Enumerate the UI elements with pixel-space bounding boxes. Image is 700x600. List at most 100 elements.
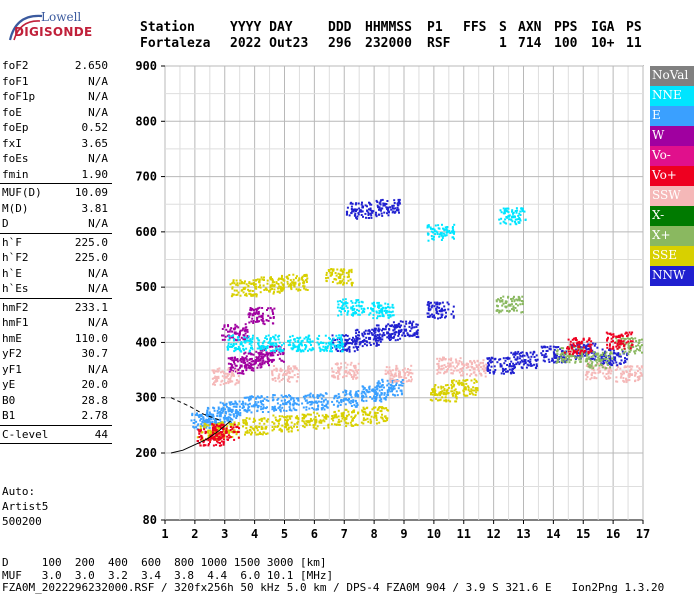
echo-point-sse [245, 420, 248, 423]
echo-point-x [515, 303, 518, 305]
echo-point-nnw [355, 216, 357, 219]
echo-point-x [572, 354, 575, 357]
echo-point-w [243, 329, 246, 332]
echo-point-e [202, 417, 205, 420]
echo-point-sse [266, 279, 269, 282]
echo-point-e [246, 410, 249, 413]
echo-point-sse [333, 414, 336, 417]
echo-point-vo [590, 350, 593, 353]
echo-point-nnw [398, 198, 401, 201]
echo-point-e [324, 392, 327, 395]
echo-point-nnw [381, 198, 384, 201]
echo-point-nnw [362, 340, 365, 343]
echo-point-nnw [347, 342, 350, 345]
echo-point-nnw [514, 352, 517, 355]
echo-point-w [241, 356, 244, 359]
echo-point-ssw [481, 368, 484, 370]
echo-point-nnw [377, 343, 380, 346]
echo-point-e [392, 387, 395, 390]
echo-point-e [324, 398, 327, 401]
echo-point-nne [318, 334, 321, 337]
echo-point-nnw [488, 357, 491, 360]
echo-point-vo [218, 436, 221, 439]
echo-point-sse [459, 382, 462, 385]
echo-point-sse [254, 283, 257, 286]
echo-point-x [596, 353, 599, 356]
echo-point-vo [222, 434, 225, 437]
echo-point-e [261, 411, 264, 413]
echo-point-x [604, 353, 607, 356]
echo-point-sse [260, 425, 263, 428]
echo-point-sse [368, 412, 371, 415]
echo-point-e [392, 385, 395, 388]
data-point [523, 359, 527, 362]
echo-point-ssw [470, 373, 473, 376]
echo-point-ssw [399, 371, 401, 374]
echo-point-vo [199, 444, 202, 447]
echo-point-ssw [297, 369, 300, 372]
echo-point-nne [519, 214, 522, 216]
echo-point-nnw [383, 334, 386, 337]
echo-point-nnw [553, 356, 556, 359]
echo-point-w [262, 320, 265, 323]
echo-point-sse [371, 408, 374, 411]
echo-point-e [391, 388, 394, 391]
echo-point-x [495, 300, 498, 303]
echo-point-sse [475, 391, 478, 394]
echo-point-nne [330, 347, 333, 349]
echo-point-x [611, 352, 613, 355]
echo-point-nne [391, 310, 394, 313]
echo-point-sse [248, 282, 251, 285]
echo-point-sse [309, 413, 312, 416]
legend-item-nnw: NNW [650, 266, 694, 286]
echo-point-e [326, 400, 329, 403]
echo-point-x [566, 355, 569, 358]
echo-point-e [233, 415, 236, 418]
echo-point-x [504, 300, 507, 303]
echo-point-w [248, 321, 251, 324]
echo-point-nnw [416, 335, 419, 338]
echo-point-nne [357, 309, 360, 312]
echo-point-nnw [507, 356, 509, 359]
echo-point-sse [252, 282, 255, 284]
echo-point-w [272, 317, 275, 319]
echo-point-sse [263, 279, 265, 281]
echo-point-w [262, 312, 264, 315]
param-value: N/A [88, 282, 108, 295]
echo-point-sse [275, 419, 278, 421]
echo-point-sse [342, 416, 345, 418]
echo-point-nnw [391, 205, 394, 208]
echo-point-vo [571, 353, 574, 356]
echo-point-sse [434, 389, 437, 392]
echo-point-ssw [623, 380, 626, 383]
echo-point-vo [237, 436, 240, 439]
header-value-2: 296 [328, 36, 352, 51]
echo-point-vo [222, 442, 225, 445]
echo-point-ssw [217, 376, 220, 379]
echo-point-ssw [295, 367, 298, 370]
echo-point-sse [248, 292, 251, 295]
echo-point-x [590, 355, 593, 358]
echo-point-vo [238, 427, 240, 430]
echo-point-vo [214, 434, 217, 437]
echo-point-nne [500, 211, 503, 214]
param-value: N/A [88, 362, 108, 376]
echo-point-nnw [518, 357, 521, 360]
echo-point-vo [575, 350, 578, 353]
echo-point-sse [231, 293, 234, 296]
echo-point-w [281, 359, 284, 362]
echo-point-nnw [393, 335, 396, 338]
echo-point-sse [471, 389, 474, 392]
echo-point-sse [345, 425, 348, 428]
data-point [439, 231, 443, 235]
echo-point-nnw [355, 337, 358, 339]
logo-text-lowell: Lowell [41, 10, 82, 24]
echo-point-ssw [485, 369, 487, 372]
echo-point-sse [301, 276, 303, 279]
echo-point-sse [297, 289, 300, 292]
echo-point-ssw [354, 364, 357, 367]
echo-point-nnw [368, 332, 371, 335]
echo-point-nne [518, 216, 521, 219]
echo-point-nne [329, 338, 331, 340]
